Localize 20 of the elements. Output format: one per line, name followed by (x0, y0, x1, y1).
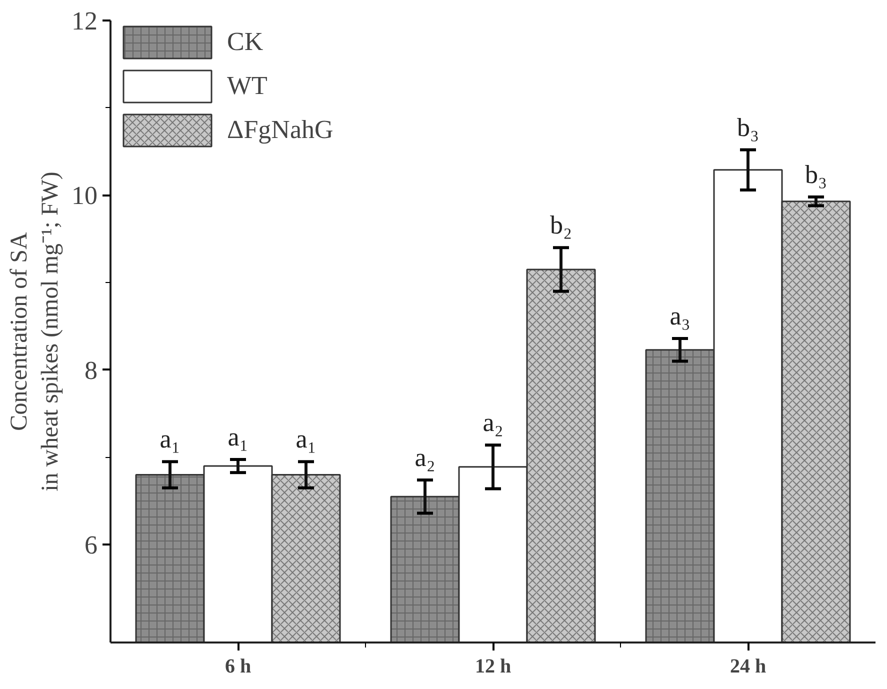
y-tick-label: 10 (72, 181, 98, 210)
y-tick-label: 8 (84, 356, 98, 385)
data-label: b₃ (804, 160, 828, 189)
data-label: a₃ (670, 301, 690, 330)
data-label: a₂ (482, 408, 504, 438)
x-tick-label: 6 h (224, 656, 252, 678)
legend-label: CK (227, 27, 264, 57)
y-tick-label: 12 (72, 6, 98, 36)
data-label: a₂ (414, 443, 436, 472)
x-tick-label: 12 h (474, 656, 512, 678)
data-label: b₂ (550, 210, 572, 240)
legend-label: ΔFgNahG (227, 115, 334, 145)
y-axis-title: Concentration of SA in wheat spikes (nmol mg⁻¹; FW) (6, 172, 64, 492)
data-label: b₃ (736, 112, 760, 142)
legend-label: WT (227, 71, 268, 101)
data-label: a₁ (160, 424, 180, 454)
data-label: a₁ (228, 422, 248, 452)
data-label: a₁ (296, 424, 316, 454)
x-tick-label: 24 h (730, 656, 766, 678)
y-tick-label: 6 (84, 530, 98, 560)
